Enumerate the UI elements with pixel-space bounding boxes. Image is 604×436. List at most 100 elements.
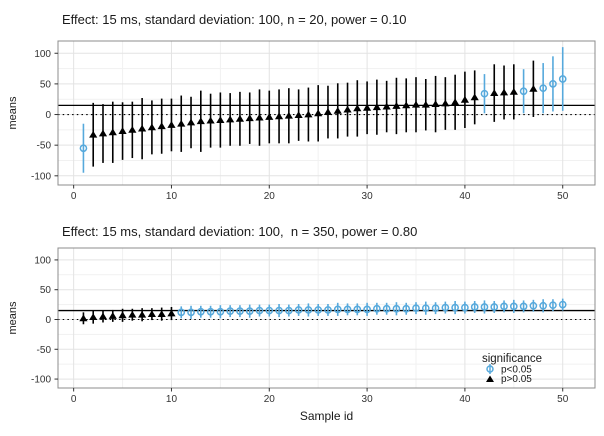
- significant-point-marker: [412, 304, 420, 313]
- significant-point-marker: [451, 303, 459, 312]
- y-tick-label: 50: [40, 285, 52, 296]
- nonsignificant-point-marker: [147, 310, 157, 318]
- nonsignificant-point-marker: [382, 102, 391, 110]
- x-tick-label: 40: [459, 394, 471, 405]
- nonsignificant-point-marker: [333, 106, 342, 114]
- significant-point-marker: [245, 307, 254, 315]
- nonsignificant-point-marker: [89, 130, 98, 138]
- nonsignificant-point-marker: [108, 128, 117, 136]
- significant-point-marker: [539, 84, 548, 93]
- significant-point-marker: [519, 302, 528, 311]
- significant-point-marker: [314, 306, 323, 314]
- legend-circle-errorbar-icon: [486, 365, 494, 373]
- legend-item-label: p<0.05: [501, 365, 532, 376]
- legend-title: significance: [482, 353, 542, 365]
- y-tick-label: 50: [40, 79, 52, 90]
- nonsignificant-point-marker: [167, 309, 176, 317]
- nonsignificant-point-marker: [470, 93, 479, 101]
- nonsignificant-point-marker: [372, 103, 381, 111]
- nonsignificant-point-marker: [314, 109, 323, 117]
- significant-point-marker: [480, 303, 489, 311]
- significant-point-marker: [275, 306, 283, 315]
- nonsignificant-point-marker: [490, 89, 499, 96]
- nonsignificant-point-marker: [343, 105, 352, 113]
- significant-point-marker: [294, 306, 303, 314]
- nonsignificant-point-marker: [362, 103, 372, 111]
- nonsignificant-point-marker: [216, 116, 225, 123]
- nonsignificant-point-marker: [138, 124, 147, 132]
- nonsignificant-point-marker: [98, 312, 108, 320]
- significant-point-marker: [353, 305, 362, 314]
- nonsignificant-point-marker: [167, 121, 176, 128]
- nonsignificant-point-marker: [353, 104, 362, 112]
- x-tick-label: 30: [362, 394, 374, 405]
- significant-point-marker: [421, 304, 430, 313]
- nonsignificant-point-marker: [245, 114, 254, 122]
- nonsignificant-point-marker: [157, 122, 166, 130]
- significant-point-marker: [539, 301, 548, 310]
- panel-border: [57, 40, 596, 186]
- nonsignificant-point-marker: [323, 108, 333, 115]
- significant-point-marker: [500, 302, 508, 311]
- nonsignificant-point-marker: [499, 88, 509, 96]
- nonsignificant-point-marker: [294, 111, 303, 119]
- significant-point-marker: [529, 301, 538, 310]
- legend-item-label: p>0.05: [501, 374, 532, 385]
- significant-point-marker: [324, 306, 332, 314]
- y-tick-label: -100: [31, 171, 51, 182]
- y-tick-label: -50: [37, 141, 52, 152]
- nonsignificant-point-marker: [411, 100, 421, 108]
- x-tick-label: 0: [71, 394, 77, 405]
- x-tick-label: 30: [362, 191, 374, 202]
- significant-point-marker: [226, 307, 235, 315]
- panel-border: [57, 247, 596, 389]
- significant-point-marker: [216, 307, 225, 316]
- x-tick-label: 0: [71, 191, 77, 202]
- significant-point-marker: [187, 308, 195, 317]
- significant-point-marker: [441, 303, 450, 312]
- nonsignificant-point-marker: [509, 87, 518, 95]
- bottom-panel-title: Effect: 15 ms, standard deviation: 100, …: [62, 224, 418, 239]
- nonsignificant-point-marker: [451, 98, 460, 106]
- nonsignificant-point-marker: [265, 113, 274, 120]
- y-tick-label: 100: [34, 49, 51, 60]
- nonsignificant-point-marker: [157, 310, 166, 318]
- y-tick-label: -100: [31, 375, 51, 386]
- significant-point-marker: [177, 308, 186, 317]
- significant-point-marker: [236, 307, 244, 315]
- significant-point-marker: [480, 89, 489, 98]
- y-tick-label: 100: [34, 255, 51, 266]
- significant-point-marker: [363, 305, 371, 314]
- nonsignificant-point-marker: [441, 99, 450, 107]
- x-tick-label: 40: [459, 191, 471, 202]
- nonsignificant-point-marker: [118, 311, 127, 319]
- significant-point-marker: [206, 307, 215, 316]
- nonsignificant-point-marker: [118, 127, 127, 134]
- x-tick-label: 50: [557, 191, 569, 202]
- significant-point-marker: [333, 305, 342, 314]
- x-tick-label: 10: [166, 191, 178, 202]
- significant-point-marker: [284, 306, 293, 315]
- significant-point-marker: [549, 301, 557, 310]
- significant-point-marker: [382, 304, 391, 313]
- nonsignificant-point-marker: [421, 100, 430, 108]
- nonsignificant-point-marker: [402, 101, 411, 109]
- x-axis-label: Sample id: [300, 409, 353, 423]
- legend-triangle-icon: [486, 375, 494, 382]
- nonsignificant-point-marker: [274, 112, 284, 120]
- nonsignificant-point-marker: [206, 116, 215, 124]
- x-tick-label: 10: [166, 394, 178, 405]
- nonsignificant-point-marker: [177, 119, 186, 127]
- significant-point-marker: [402, 304, 411, 313]
- nonsignificant-point-marker: [529, 84, 538, 92]
- nonsignificant-point-marker: [431, 100, 440, 108]
- nonsignificant-point-marker: [89, 313, 98, 321]
- x-tick-label: 20: [264, 394, 276, 405]
- significant-point-marker: [196, 307, 205, 316]
- y-tick-label: -50: [37, 345, 52, 356]
- significant-point-marker: [549, 80, 557, 88]
- bottom-panel-chart: 0 10 20 30 40 50 -100 -50 0 50 100 Sample id signifi…: [31, 247, 596, 423]
- significant-point-marker: [79, 144, 88, 153]
- nonsignificant-point-marker: [284, 111, 293, 119]
